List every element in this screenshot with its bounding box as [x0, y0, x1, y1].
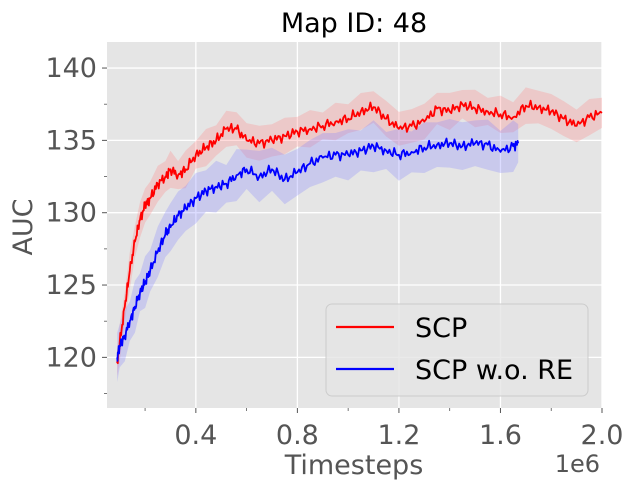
series-lines	[116, 99, 603, 365]
y-tick-label: 130	[45, 198, 97, 229]
legend: SCP SCP w.o. RE	[325, 303, 589, 397]
x-tick-label: 0.4	[174, 420, 217, 451]
x-tick-label: 1.2	[377, 420, 420, 451]
x-axis-offset-label: 1e6	[555, 450, 600, 478]
y-tick-label: 135	[45, 125, 97, 156]
chart-title: Map ID: 48	[281, 8, 427, 39]
band-scp	[117, 87, 602, 377]
y-axis-label: AUC	[8, 198, 39, 255]
x-axis-label: Timesteps	[284, 450, 424, 481]
y-tick-label: 125	[45, 270, 97, 301]
x-tick-label: 1.6	[479, 420, 522, 451]
y-tick-label: 120	[45, 342, 97, 373]
y-tick-label: 140	[45, 53, 97, 84]
series-line-scp-wo-re	[116, 137, 520, 362]
x-axis-ticks: 0.4 0.8 1.2 1.6 2.0	[144, 408, 624, 451]
x-tick-label: 0.8	[276, 420, 319, 451]
x-tick-label: 2.0	[581, 420, 624, 451]
y-axis-ticks: 120 125 130 135 140	[45, 53, 107, 394]
series-line-scp	[116, 99, 603, 365]
legend-label-scp-wo-re: SCP w.o. RE	[415, 355, 573, 386]
legend-label-scp: SCP	[415, 313, 467, 344]
